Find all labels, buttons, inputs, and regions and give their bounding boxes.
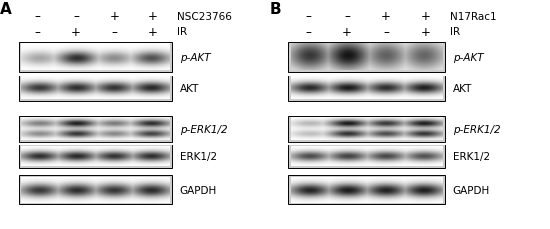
Text: +: + — [420, 10, 430, 23]
Text: ERK1/2: ERK1/2 — [180, 151, 217, 161]
Text: A: A — [0, 2, 12, 17]
Text: N17Rac1: N17Rac1 — [450, 12, 497, 22]
Text: IR: IR — [450, 27, 460, 37]
Text: +: + — [148, 10, 158, 23]
Bar — [289, 42, 445, 72]
Bar — [19, 76, 172, 101]
Text: –: – — [112, 26, 117, 39]
Text: +: + — [381, 10, 391, 23]
Text: +: + — [109, 10, 119, 23]
Bar — [289, 117, 445, 142]
Bar — [289, 76, 445, 101]
Text: B: B — [270, 2, 281, 17]
Text: p-AKT: p-AKT — [453, 52, 483, 62]
Text: –: – — [305, 10, 311, 23]
Text: +: + — [148, 26, 158, 39]
Text: ERK1/2: ERK1/2 — [453, 151, 490, 161]
Bar — [19, 42, 172, 72]
Text: AKT: AKT — [453, 83, 472, 93]
Text: p-ERK1/2: p-ERK1/2 — [180, 125, 227, 134]
Bar — [19, 144, 172, 168]
Text: –: – — [305, 26, 311, 39]
Bar — [289, 144, 445, 168]
Text: NSC23766: NSC23766 — [177, 12, 232, 22]
Text: AKT: AKT — [180, 83, 199, 93]
Text: –: – — [383, 26, 389, 39]
Bar — [19, 117, 172, 142]
Text: GAPDH: GAPDH — [453, 185, 490, 195]
Text: –: – — [35, 10, 41, 23]
Bar — [19, 176, 172, 204]
Text: IR: IR — [177, 27, 187, 37]
Text: –: – — [73, 10, 79, 23]
Text: –: – — [344, 10, 350, 23]
Text: GAPDH: GAPDH — [180, 185, 217, 195]
Text: +: + — [71, 26, 81, 39]
Text: p-ERK1/2: p-ERK1/2 — [453, 125, 500, 134]
Text: p-AKT: p-AKT — [180, 52, 210, 62]
Bar — [289, 176, 445, 204]
Text: –: – — [35, 26, 41, 39]
Text: +: + — [420, 26, 430, 39]
Text: +: + — [342, 26, 352, 39]
